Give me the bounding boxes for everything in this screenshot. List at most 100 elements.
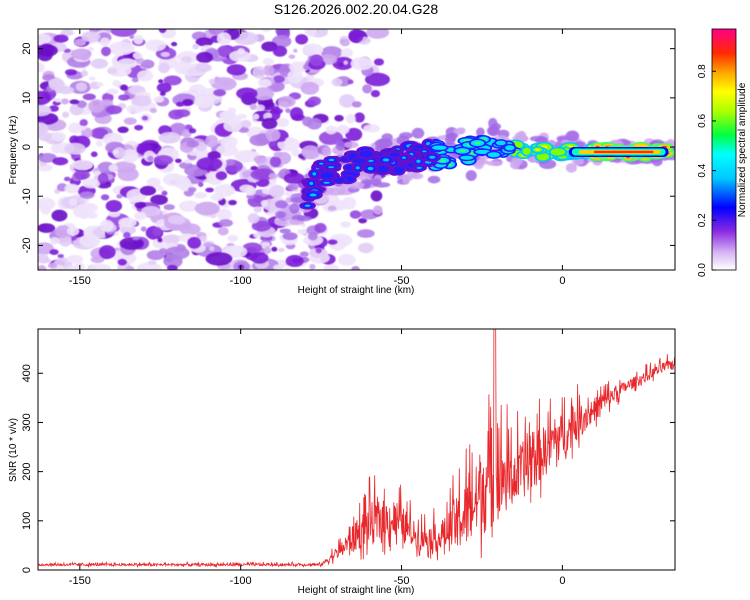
x-tick-label: 0 bbox=[559, 275, 565, 287]
noise-blob bbox=[100, 194, 110, 201]
noise-blob bbox=[372, 205, 383, 215]
y-tick-label: 0 bbox=[21, 144, 33, 150]
noise-blob bbox=[210, 193, 224, 202]
noise-blob bbox=[268, 141, 277, 147]
ridge-blob-core bbox=[304, 204, 311, 207]
ridge-blob-core bbox=[474, 141, 481, 145]
noise-blob bbox=[336, 124, 350, 135]
noise-blob bbox=[110, 29, 137, 37]
noise-blob bbox=[252, 113, 260, 120]
ridge-blob bbox=[394, 166, 404, 175]
noise-blob bbox=[214, 76, 220, 82]
snr-x-axis-title: Height of straight line (km) bbox=[298, 585, 415, 596]
noise-blob bbox=[38, 104, 52, 117]
noise-blob bbox=[158, 248, 168, 254]
ridge-halo bbox=[476, 127, 485, 138]
noise-blob bbox=[340, 38, 351, 47]
noise-blob bbox=[347, 79, 354, 85]
noise-blob bbox=[108, 164, 118, 172]
noise-blob bbox=[218, 219, 233, 227]
noise-blob bbox=[260, 199, 269, 207]
noise-blob bbox=[348, 29, 364, 43]
noise-blob bbox=[327, 205, 337, 211]
noise-blob bbox=[71, 236, 77, 241]
noise-blob bbox=[164, 246, 190, 260]
ridge-halo bbox=[427, 175, 441, 184]
noise-blob bbox=[90, 58, 108, 69]
noise-blob bbox=[101, 46, 111, 57]
noise-blob bbox=[158, 79, 164, 84]
snr-y-ticks: 0 100 200 300 400 bbox=[21, 364, 675, 573]
noise-blob bbox=[66, 254, 84, 264]
x-tick-label: 0 bbox=[559, 575, 565, 587]
noise-blob bbox=[38, 197, 56, 211]
noise-blob bbox=[273, 75, 285, 83]
ridge-blob-core bbox=[535, 148, 540, 151]
spectrogram-y-ticks: -20 -10 0 10 20 bbox=[21, 43, 675, 253]
noise-blob bbox=[149, 266, 158, 270]
noise-blob bbox=[99, 37, 111, 47]
noise-blob bbox=[80, 70, 89, 77]
ridge-blob-core bbox=[382, 158, 390, 162]
noise-blob bbox=[249, 103, 258, 111]
noise-blob bbox=[157, 237, 163, 243]
noise-blob bbox=[79, 119, 88, 127]
ridge-blob bbox=[333, 178, 346, 183]
noise-blob bbox=[75, 82, 88, 92]
noise-blob bbox=[297, 228, 308, 235]
noise-blob bbox=[195, 37, 214, 47]
noise-blob bbox=[117, 258, 127, 266]
noise-blob bbox=[88, 76, 96, 81]
noise-blob bbox=[287, 183, 299, 191]
noise-blob bbox=[38, 62, 45, 73]
noise-blob bbox=[156, 185, 164, 192]
noise-blob bbox=[337, 253, 356, 266]
noise-blob bbox=[288, 54, 296, 59]
noise-blob bbox=[196, 51, 213, 64]
noise-blob bbox=[287, 69, 303, 84]
y-tick-label: -10 bbox=[21, 188, 33, 204]
noise-blob bbox=[131, 77, 139, 83]
colorbar: 0.0 0.2 0.4 0.6 0.8 Normalized spectral ampl… bbox=[697, 28, 748, 277]
noise-blob bbox=[362, 84, 373, 94]
noise-blob bbox=[53, 34, 69, 43]
noise-blob bbox=[228, 199, 237, 206]
noise-blob bbox=[146, 177, 161, 188]
ridge-blob bbox=[475, 149, 491, 154]
ridge-halo bbox=[343, 141, 359, 149]
noise-blob bbox=[345, 114, 356, 124]
noise-blob bbox=[90, 151, 98, 158]
noise-blob bbox=[358, 217, 368, 224]
noise-blob bbox=[147, 155, 154, 162]
noise-blob bbox=[261, 29, 271, 33]
noise-blob bbox=[366, 29, 390, 39]
ridge-blob bbox=[550, 148, 566, 156]
noise-blob bbox=[66, 226, 80, 236]
noise-blob bbox=[64, 183, 80, 194]
noise-blob bbox=[95, 139, 104, 147]
noise-blob bbox=[88, 263, 112, 270]
noise-blob bbox=[60, 98, 70, 105]
noise-blob bbox=[315, 247, 322, 254]
noise-blob bbox=[277, 247, 285, 253]
ridge-blob-core bbox=[402, 156, 406, 159]
noise-blob bbox=[216, 32, 232, 46]
noise-blob bbox=[327, 239, 338, 245]
noise-blob bbox=[163, 75, 182, 86]
noise-blob bbox=[169, 225, 182, 231]
spectrogram-x-ticks: -150 -100 -50 0 bbox=[69, 29, 565, 287]
ridge-blob-core bbox=[355, 166, 360, 170]
ridge-halo bbox=[488, 126, 498, 136]
noise-blob bbox=[364, 72, 391, 87]
ridge-halo bbox=[453, 128, 465, 135]
noise-blob bbox=[73, 170, 91, 180]
noise-blob bbox=[78, 125, 87, 131]
noise-blob bbox=[301, 145, 321, 160]
ridge-blob-core bbox=[367, 166, 374, 171]
ridge-blob-core bbox=[416, 166, 422, 169]
noise-blob bbox=[194, 95, 215, 109]
noise-blob bbox=[203, 241, 214, 248]
ridge-halo bbox=[477, 159, 489, 165]
